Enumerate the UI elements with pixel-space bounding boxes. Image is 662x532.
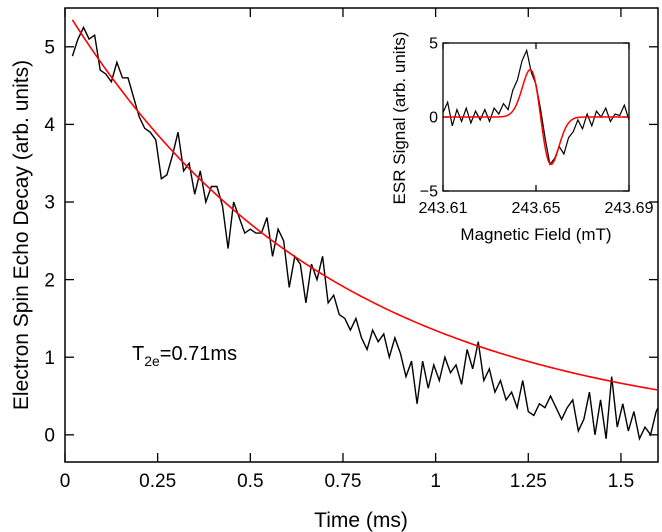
t2e-rest: =0.71ms xyxy=(160,343,237,365)
y-tick-label: 3 xyxy=(44,193,55,214)
y-tick-label: −5 xyxy=(420,184,438,201)
inset-xlabel: Magnetic Field (mT) xyxy=(460,225,611,244)
x-tick-label: 0.25 xyxy=(139,471,176,492)
main-plot-frame xyxy=(64,7,659,463)
y-tick-label: 0 xyxy=(44,425,55,446)
inset-fit-curve xyxy=(443,68,629,166)
x-tick-label: 1 xyxy=(430,471,441,492)
x-tick-label: 0 xyxy=(60,471,71,492)
y-tick-label: 5 xyxy=(44,37,55,58)
y-tick-label: 0 xyxy=(429,110,438,127)
y-tick-label: 5 xyxy=(429,36,438,53)
inset-plot: 243.61 243.65 243.69 −5 0 5 Magnetic Field (m… xyxy=(390,32,654,244)
main-ylabel: Electron Spin Echo Decay (arb. units) xyxy=(10,60,33,410)
main-ticks: 0 0.25 0.5 0.75 1 1.25 1.5 0 1 2 3 4 5 xyxy=(44,8,658,492)
t2e-main: T xyxy=(132,343,144,365)
main-fit-curve xyxy=(71,19,659,391)
x-tick-label: 0.75 xyxy=(324,471,361,492)
x-tick-label: 1.5 xyxy=(608,471,634,492)
main-data-series xyxy=(71,25,659,441)
x-tick-label: 0.5 xyxy=(237,471,263,492)
y-tick-label: 4 xyxy=(44,115,55,136)
main-plot: 0 0.25 0.5 0.75 1 1.25 1.5 0 1 2 3 4 5 Time (ms) Ele… xyxy=(10,7,659,532)
x-tick-label: 243.61 xyxy=(419,200,468,217)
x-tick-label: 243.69 xyxy=(605,200,654,217)
main-xlabel: Time (ms) xyxy=(314,509,408,532)
t2e-sub: 2e xyxy=(144,353,160,369)
y-tick-label: 2 xyxy=(44,270,55,291)
t2e-annotation: T2e=0.71ms xyxy=(132,343,237,369)
x-tick-label: 243.65 xyxy=(512,200,561,217)
y-tick-label: 1 xyxy=(44,348,55,369)
x-tick-label: 1.25 xyxy=(510,471,547,492)
inset-ylabel: ESR Signal (arb. units) xyxy=(390,32,409,205)
inset-plot-frame xyxy=(442,42,630,192)
